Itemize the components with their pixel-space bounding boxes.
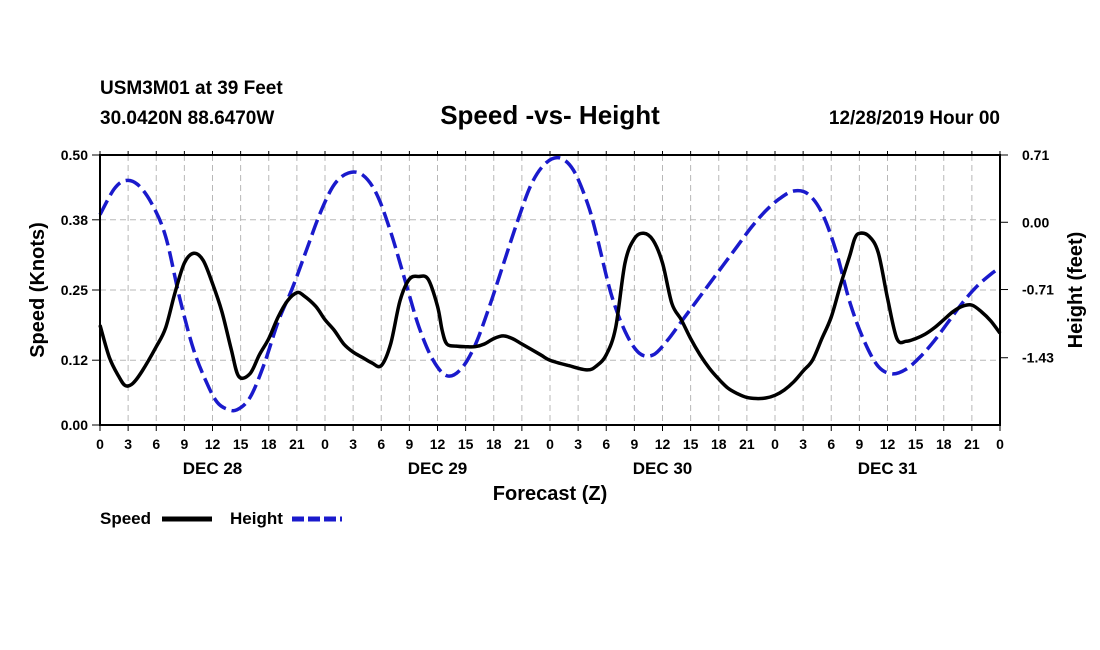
x-tick-label: 15 — [908, 436, 924, 452]
right-tick-label: -1.43 — [1022, 350, 1054, 366]
x-tick-label: 15 — [233, 436, 249, 452]
right-axis-title: Height (feet) — [1065, 232, 1087, 349]
day-label: DEC 29 — [408, 459, 468, 478]
x-tick-label: 12 — [655, 436, 671, 452]
grid — [100, 155, 1000, 425]
left-tick-label: 0.12 — [61, 352, 88, 368]
right-tick-label: 0.00 — [1022, 214, 1049, 230]
plot-frame — [99, 154, 1001, 426]
x-tick-label: 3 — [799, 436, 807, 452]
left-tick-label: 0.00 — [61, 417, 88, 433]
x-tick-label: 18 — [261, 436, 277, 452]
series-group — [98, 155, 1002, 413]
x-tick-label: 21 — [964, 436, 980, 452]
location-label: 30.0420N 88.6470W — [100, 108, 274, 129]
x-tick-label: 12 — [880, 436, 896, 452]
x-tick-label: 18 — [486, 436, 502, 452]
legend-speed-label: Speed — [100, 509, 151, 528]
x-tick-label: 18 — [711, 436, 727, 452]
x-tick-label: 9 — [630, 436, 638, 452]
x-tick-label: 12 — [205, 436, 221, 452]
x-tick-label: 3 — [349, 436, 357, 452]
x-tick-label: 6 — [602, 436, 610, 452]
axis-ticks: 0 3 6 9 12 15 18 21 0 3 6 9 12 15 18 21 0 3 6 9 12 15 18 21 0 3 6 9… — [61, 147, 1054, 478]
datetime-label: 12/28/2019 Hour 00 — [829, 108, 1000, 129]
x-tick-label: 0 — [996, 436, 1004, 452]
x-tick-label: 12 — [430, 436, 446, 452]
x-tick-label: 3 — [574, 436, 582, 452]
x-tick-label: 0 — [546, 436, 554, 452]
x-tick-label: 18 — [936, 436, 952, 452]
series-line-height — [98, 155, 1002, 413]
series-line-speed — [98, 231, 1002, 401]
x-tick-label: 0 — [96, 436, 104, 452]
day-label: DEC 30 — [633, 459, 693, 478]
left-tick-label: 0.38 — [61, 212, 88, 228]
right-tick-label: 0.71 — [1022, 147, 1049, 163]
x-tick-label: 6 — [827, 436, 835, 452]
x-tick-label: 9 — [855, 436, 863, 452]
day-label: DEC 31 — [858, 459, 918, 478]
legend: Speed Height — [100, 509, 342, 528]
day-label: DEC 28 — [183, 459, 243, 478]
legend-height-label: Height — [230, 509, 283, 528]
left-axis-title: Speed (Knots) — [27, 222, 49, 358]
x-tick-label: 21 — [739, 436, 755, 452]
station-label: USM3M01 at 39 Feet — [100, 78, 283, 99]
left-tick-label: 0.50 — [61, 147, 88, 163]
x-tick-label: 21 — [289, 436, 305, 452]
x-tick-label: 0 — [321, 436, 329, 452]
left-tick-label: 0.25 — [61, 282, 88, 298]
x-tick-label: 15 — [458, 436, 474, 452]
x-tick-label: 21 — [514, 436, 530, 452]
x-tick-label: 0 — [771, 436, 779, 452]
right-tick-label: -0.71 — [1022, 282, 1054, 298]
x-tick-label: 3 — [124, 436, 132, 452]
x-tick-label: 9 — [180, 436, 188, 452]
x-tick-label: 6 — [377, 436, 385, 452]
x-tick-label: 15 — [683, 436, 699, 452]
x-tick-label: 9 — [405, 436, 413, 452]
chart-title: Speed -vs- Height — [440, 100, 660, 130]
x-tick-label: 6 — [152, 436, 160, 452]
x-axis-title: Forecast (Z) — [493, 483, 607, 505]
